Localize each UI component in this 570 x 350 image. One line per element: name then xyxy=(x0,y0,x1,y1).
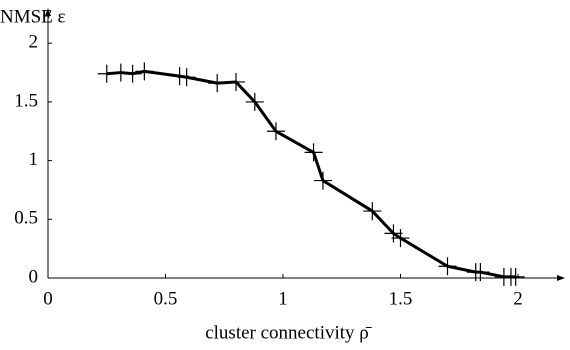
marker xyxy=(313,171,332,190)
y-tick-label: 1 xyxy=(29,149,39,170)
marker xyxy=(170,67,189,86)
marker xyxy=(438,257,457,276)
x-axis-label: cluster connectivity ρ̄ xyxy=(205,322,372,343)
x-tick-label: 1.5 xyxy=(389,288,413,309)
marker xyxy=(266,122,285,141)
line xyxy=(106,69,516,279)
marker xyxy=(471,263,490,282)
marker xyxy=(135,62,154,81)
marker xyxy=(245,92,264,111)
x-tick-label: 1 xyxy=(278,288,288,309)
x-tick-label: 0.5 xyxy=(154,288,178,309)
x-axis-arrow xyxy=(557,275,565,281)
marker xyxy=(111,63,130,82)
y-tick-label: 2 xyxy=(29,32,39,53)
marker xyxy=(384,224,403,243)
x-tick-label: 0 xyxy=(43,288,53,309)
y-tick-label: 0.5 xyxy=(14,208,38,229)
y-tick-label: 1.5 xyxy=(14,90,38,111)
marker xyxy=(177,68,196,87)
y-tick-label: 0 xyxy=(29,266,39,287)
marker xyxy=(304,143,323,162)
marker xyxy=(123,64,142,83)
x-tick-label: 2 xyxy=(513,288,523,309)
marker xyxy=(227,72,245,91)
marker xyxy=(97,64,116,83)
y-axis-label: NMSE ε xyxy=(0,6,66,27)
marker xyxy=(391,229,410,248)
marker xyxy=(208,74,227,93)
y-axis-arrow xyxy=(45,8,51,16)
marker xyxy=(363,202,382,221)
marker xyxy=(506,267,525,286)
